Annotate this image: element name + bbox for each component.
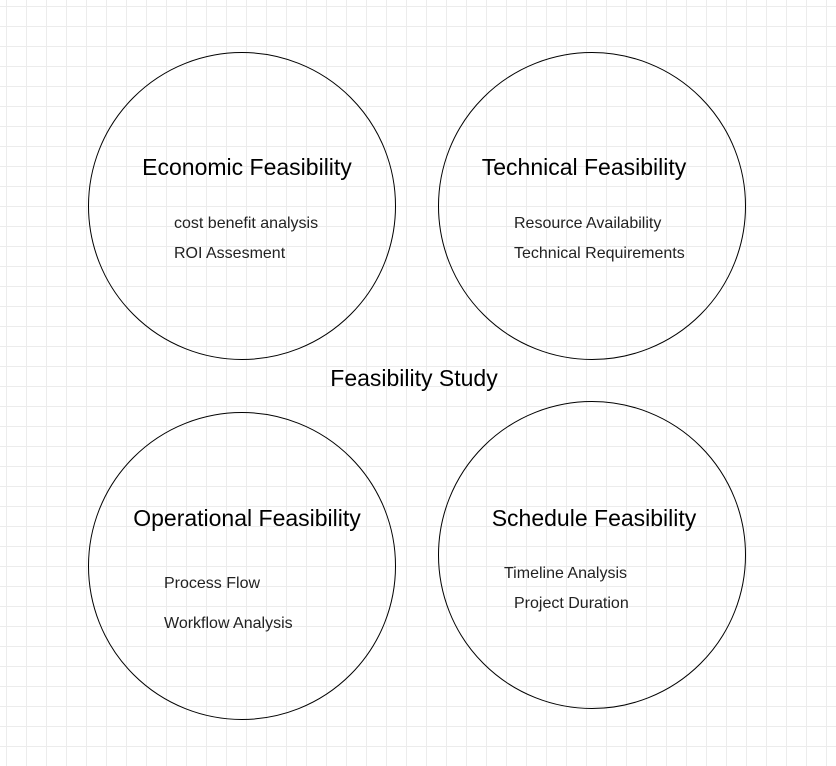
economic-item-roi: ROI Assesment [174,245,286,262]
schedule-feasibility-title: Schedule Feasibility [491,505,697,531]
schedule-feasibility-circle[interactable] [438,401,746,709]
economic-item-cost-benefit: cost benefit analysis [174,215,319,232]
operational-feasibility-title: Operational Feasibility [133,505,361,531]
operational-item-workflow: Workflow Analysis [164,615,293,632]
schedule-item-duration: Project Duration [514,595,629,612]
economic-feasibility-circle[interactable] [88,52,396,360]
technical-feasibility-title: Technical Feasibility [481,154,687,180]
diagram-title: Feasibility Study [330,365,498,391]
technical-item-requirements: Technical Requirements [514,245,685,262]
technical-feasibility-circle[interactable] [438,52,746,360]
schedule-item-timeline: Timeline Analysis [504,565,628,582]
technical-item-resource: Resource Availability [514,215,662,232]
operational-item-process-flow: Process Flow [164,575,261,592]
operational-feasibility-circle[interactable] [88,412,396,720]
economic-feasibility-title: Economic Feasibility [142,154,352,180]
